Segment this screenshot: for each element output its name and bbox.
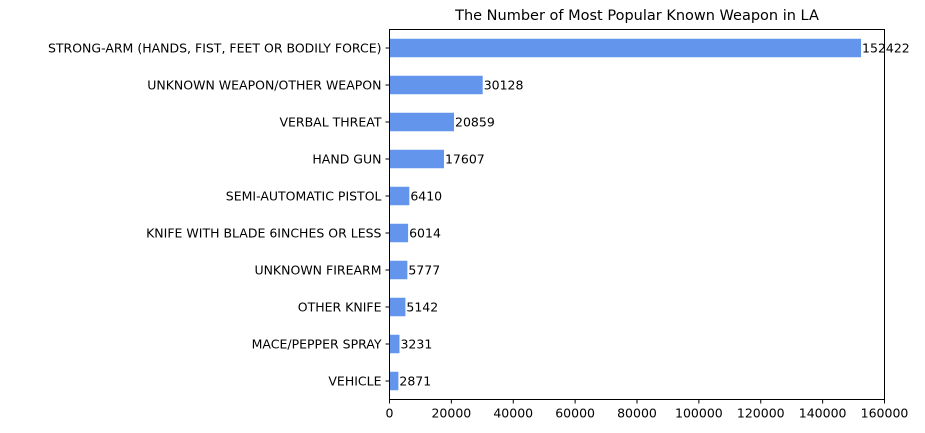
bar [389, 260, 408, 280]
y-axis-ticks: STRONG-ARM (HANDS, FIST, FEET OR BODILY … [48, 41, 390, 389]
data-label: 6410 [410, 189, 442, 204]
x-tick-label: 0 [386, 406, 394, 421]
y-tick-label: VERBAL THREAT [279, 115, 381, 130]
bar [389, 297, 406, 317]
data-label: 2871 [399, 374, 431, 389]
data-label: 152422 [862, 41, 910, 56]
axes-frame [389, 29, 885, 400]
x-tick-label: 60000 [555, 406, 595, 421]
data-label: 5777 [408, 263, 440, 278]
bar [389, 186, 410, 206]
data-label: 17607 [445, 152, 485, 167]
bar [389, 75, 483, 95]
data-label: 3231 [400, 337, 432, 352]
x-tick-label: 20000 [431, 406, 471, 421]
data-labels: 152422 30128 20859 17607 6410 6014 5777 5142 323… [399, 41, 909, 389]
x-tick-label: 40000 [493, 406, 533, 421]
y-tick-label: VEHICLE [328, 374, 381, 389]
y-tick-label: STRONG-ARM (HANDS, FIST, FEET OR BODILY … [48, 41, 382, 56]
bar [389, 38, 862, 58]
y-tick-label: SEMI-AUTOMATIC PISTOL [226, 189, 382, 204]
data-label: 30128 [484, 78, 524, 93]
x-tick-label: 120000 [737, 406, 785, 421]
y-tick-label: UNKNOWN FIREARM [254, 263, 381, 278]
y-tick-label: MACE/PEPPER SPRAY [252, 337, 382, 352]
bar [389, 334, 400, 354]
y-tick-label: OTHER KNIFE [298, 300, 382, 315]
bar [389, 149, 444, 169]
x-axis-ticks: 0 20000 40000 60000 80000 100000 120000 140000 1… [386, 399, 909, 421]
x-tick-label: 160000 [861, 406, 909, 421]
data-label: 6014 [409, 226, 441, 241]
y-tick-label: UNKNOWN WEAPON/OTHER WEAPON [147, 78, 381, 93]
x-tick-label: 140000 [799, 406, 847, 421]
data-label: 5142 [406, 300, 438, 315]
x-tick-label: 80000 [617, 406, 657, 421]
bar [389, 371, 399, 391]
data-label: 20859 [455, 115, 495, 130]
y-tick-label: KNIFE WITH BLADE 6INCHES OR LESS [146, 226, 381, 241]
bar [389, 112, 455, 132]
y-tick-label: HAND GUN [312, 152, 381, 167]
chart-title: The Number of Most Popular Known Weapon … [454, 8, 819, 24]
bar [389, 223, 409, 243]
x-tick-label: 100000 [675, 406, 723, 421]
bars-layer [389, 38, 862, 391]
